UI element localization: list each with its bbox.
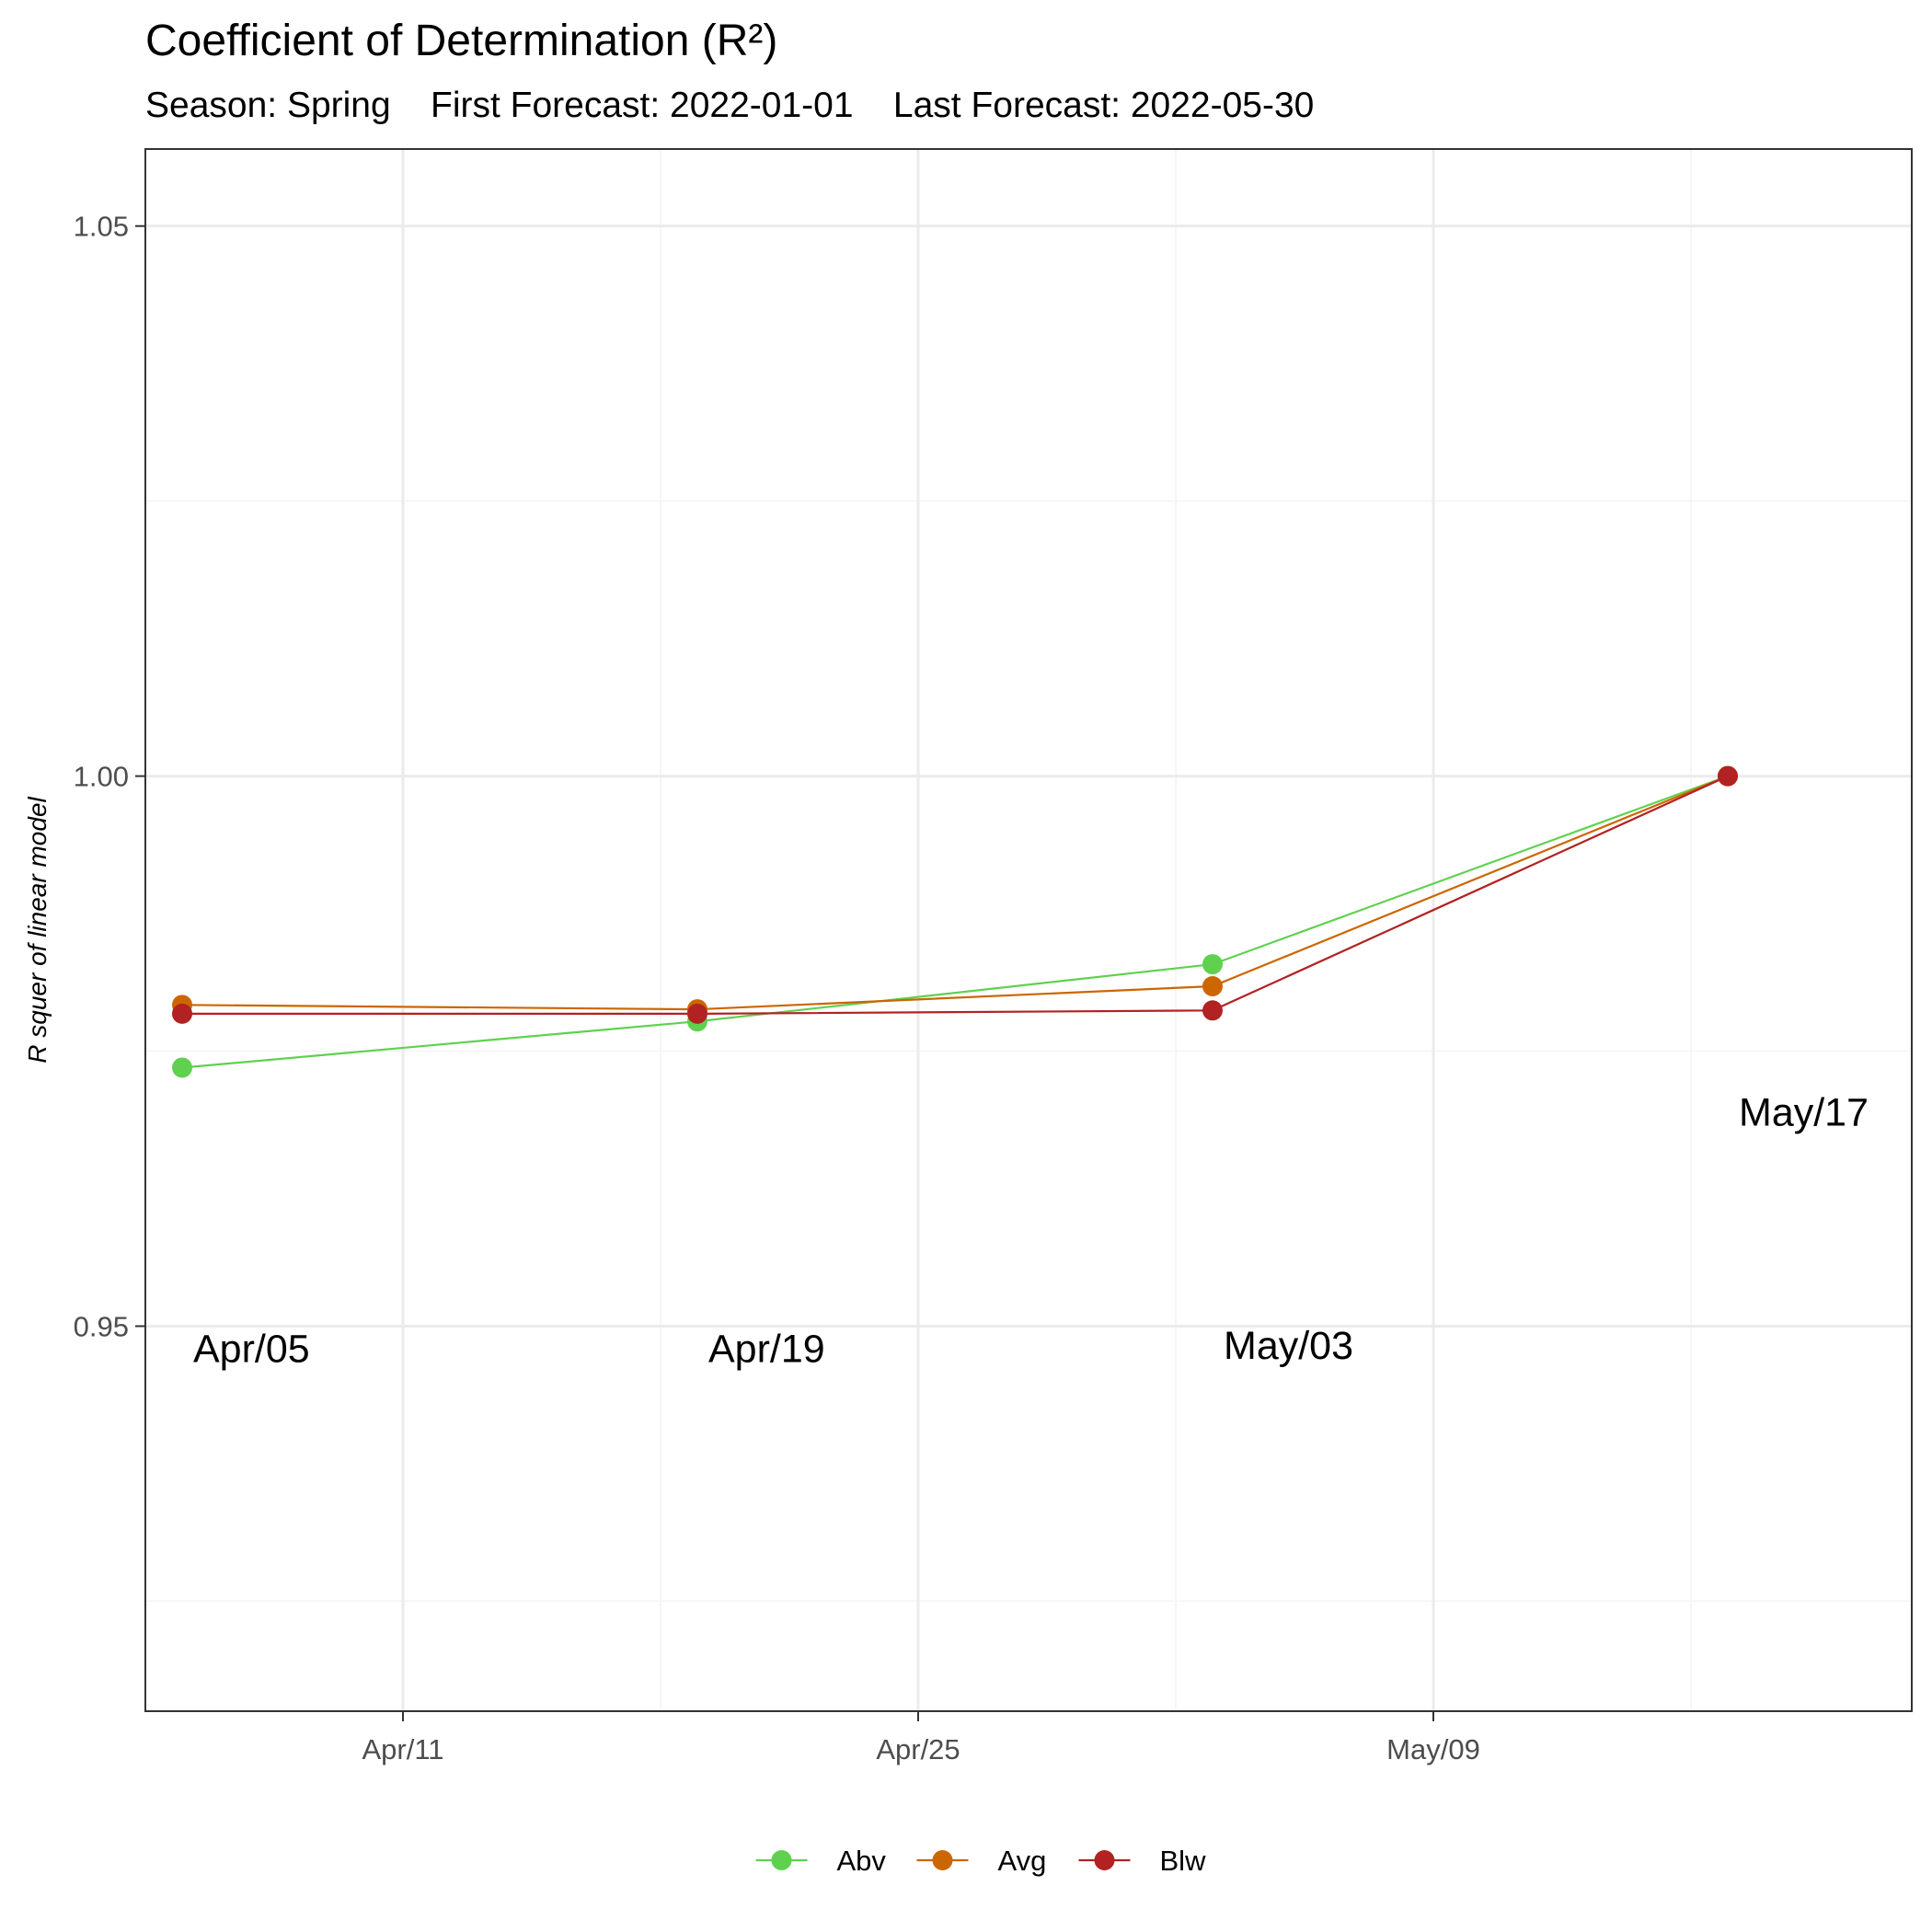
chart-title: Coefficient of Determination (R²)	[145, 17, 777, 65]
legend-marker	[932, 1850, 953, 1870]
date-annotation: Apr/19	[708, 1327, 825, 1371]
legend-label: Abv	[837, 1845, 887, 1877]
series-layer	[172, 765, 1738, 1078]
legend-marker	[1094, 1850, 1115, 1870]
x-tick-label: Apr/11	[362, 1733, 443, 1765]
legend-marker	[771, 1850, 792, 1870]
annotation-layer: Apr/05 Apr/19 May/03 May/17	[193, 1090, 1869, 1371]
legend-item-avg: Avg	[916, 1845, 1047, 1877]
x-tick-label: May/09	[1386, 1733, 1480, 1765]
data-point-blw	[1202, 1000, 1223, 1021]
data-point-blw	[172, 1003, 192, 1024]
date-annotation: Apr/05	[193, 1327, 310, 1371]
data-point-abv	[1202, 954, 1223, 975]
legend: Abv Avg Blw	[755, 1845, 1207, 1877]
series-abv	[181, 775, 1729, 1069]
data-point-blw	[1718, 765, 1738, 787]
chart-subtitle: Season: Spring First Forecast: 2022-01-0…	[145, 86, 1314, 125]
y-tick-label: 1.05	[74, 211, 129, 243]
series-line-avg	[181, 775, 1729, 1011]
y-tick-label: 1.00	[74, 761, 129, 793]
series-avg	[181, 775, 1729, 1011]
y-tick-label: 0.95	[74, 1310, 129, 1342]
legend-item-blw: Blw	[1078, 1845, 1207, 1877]
legend-label: Avg	[998, 1845, 1047, 1877]
data-point-abv	[172, 1057, 192, 1078]
date-annotation: May/03	[1224, 1324, 1353, 1368]
data-point-avg	[1202, 975, 1223, 996]
x-tick-label: Apr/25	[876, 1733, 960, 1765]
data-point-blw	[687, 1003, 707, 1024]
series-blw	[182, 775, 1729, 1016]
plot-frame	[144, 148, 1913, 1712]
axis-layer: Apr/11 Apr/25 May/09 0.95 1.00 1.05	[74, 211, 1480, 1765]
legend-item-abv: Abv	[755, 1845, 887, 1877]
series-points-blw	[172, 765, 1738, 1024]
legend-label: Blw	[1160, 1845, 1207, 1877]
series-points-avg	[172, 765, 1738, 1020]
series-line-abv	[181, 775, 1729, 1069]
grid-layer	[145, 149, 1912, 1711]
date-annotation: May/17	[1739, 1090, 1869, 1134]
y-axis-label: R squer of linear model	[23, 796, 52, 1063]
series-line-blw	[182, 775, 1729, 1016]
series-points-abv	[172, 765, 1738, 1078]
